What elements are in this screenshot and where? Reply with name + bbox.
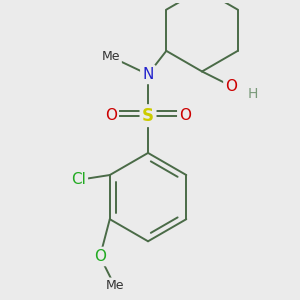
Text: O: O	[105, 108, 117, 123]
Text: Me: Me	[105, 279, 124, 292]
Text: S: S	[142, 106, 154, 124]
Text: Cl: Cl	[71, 172, 86, 188]
Text: O: O	[94, 249, 106, 264]
Text: Me: Me	[101, 50, 120, 63]
Text: O: O	[226, 79, 238, 94]
Text: O: O	[179, 108, 191, 123]
Text: N: N	[142, 67, 154, 82]
Text: H: H	[248, 87, 258, 101]
